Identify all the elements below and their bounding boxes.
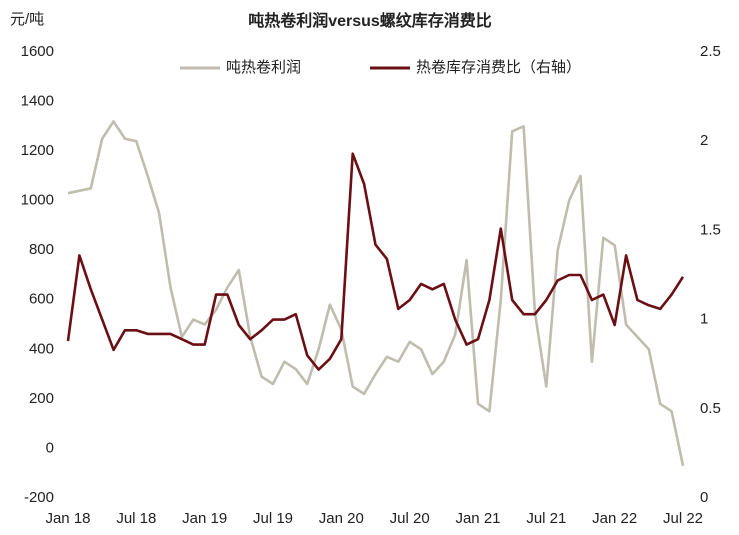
series-line [67,120,685,467]
y2-tick-label: 1.5 [700,221,721,238]
x-tick-label: Jan 20 [319,510,364,527]
y2-tick-label: 2 [700,132,708,149]
x-tick-label: Jan 19 [182,510,227,527]
legend-label: 吨热卷利润 [226,59,301,76]
x-tick-label: Jan 22 [592,510,637,527]
y2-tick-label: 2.5 [700,43,721,60]
x-tick-label: Jul 21 [526,510,566,527]
y-tick-label: 1600 [21,43,54,60]
y-tick-label: 1400 [21,93,54,110]
y-tick-label: -200 [24,489,54,506]
y2-tick-label: 1 [700,311,708,328]
y2-tick-label: 0.5 [700,400,721,417]
legend-label: 热卷库存消费比（右轴） [416,59,581,76]
x-tick-label: Jul 22 [663,510,703,527]
chart-title: 吨热卷利润versus螺纹库存消费比 [248,11,492,30]
y-tick-label: 800 [29,241,54,258]
y-axis-label: 元/吨 [10,11,44,28]
y-tick-label: 1200 [21,142,54,159]
y-tick-label: 200 [29,390,54,407]
x-tick-label: Jul 19 [253,510,293,527]
y-tick-label: 400 [29,340,54,357]
y2-tick-label: 0 [700,489,708,506]
x-tick-label: Jul 18 [116,510,156,527]
y-tick-label: 600 [29,291,54,308]
y-tick-label: 0 [46,439,54,456]
series-line [66,152,685,371]
x-tick-label: Jan 21 [455,510,500,527]
x-tick-label: Jan 18 [45,510,90,527]
y-tick-label: 1000 [21,192,54,209]
x-tick-label: Jul 20 [390,510,430,527]
